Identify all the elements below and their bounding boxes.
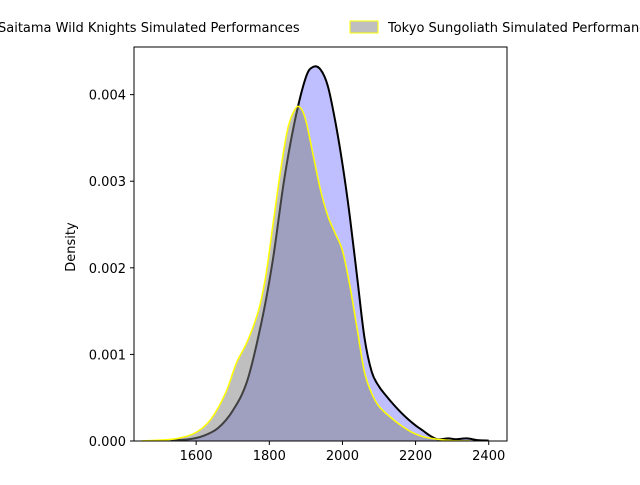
series-tokyo (141, 105, 471, 441)
legend: Saitama Wild Knights Simulated Performan… (0, 20, 640, 36)
plot-frame (133, 46, 508, 442)
y-axis: 0.000 0.001 0.002 0.003 0.004 (89, 89, 134, 450)
x-tick-label-1600: 1600 (180, 449, 213, 464)
y-tick-label-0.003: 0.003 (89, 175, 126, 190)
x-tick-label-2200: 2200 (399, 449, 432, 464)
density-line-tokyo (141, 105, 471, 441)
x-tick-label-2000: 2000 (326, 449, 359, 464)
x-axis: 1600 1800 2000 2200 2400 (180, 441, 505, 464)
y-tick-label-0.004: 0.004 (89, 89, 126, 104)
density-area-tokyo (141, 106, 471, 441)
legend-swatch-tokyo (349, 20, 379, 34)
y-axis-label: Density (64, 222, 79, 272)
legend-label-saitama: Saitama Wild Knights Simulated Performan… (0, 21, 300, 36)
y-tick-label-0.002: 0.002 (89, 262, 126, 277)
y-tick-label-0.001: 0.001 (89, 348, 126, 363)
plot-area (133, 46, 508, 442)
x-tick-label-2400: 2400 (472, 449, 505, 464)
x-tick-label-1800: 1800 (253, 449, 286, 464)
y-tick-label-0.000: 0.000 (89, 435, 126, 450)
legend-label-tokyo: Tokyo Sungoliath Simulated Performances (387, 21, 640, 36)
